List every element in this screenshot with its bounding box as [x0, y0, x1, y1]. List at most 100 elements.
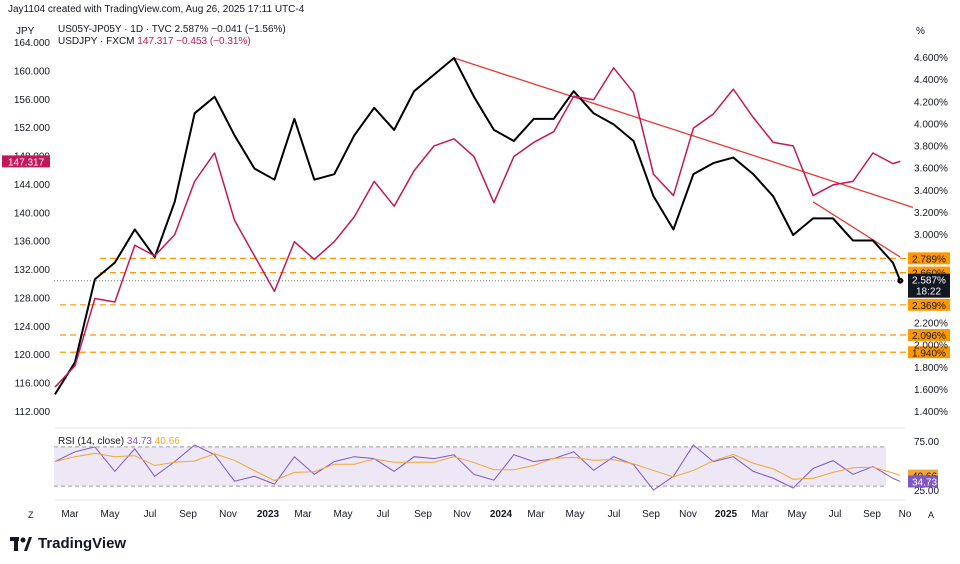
left-tick-label: 120.000	[14, 350, 51, 361]
rsi-band	[54, 446, 886, 487]
time-axis[interactable]: Mar May Jul Sep Nov 2023 Mar May Jul Sep Nov 2024 Ma…	[61, 509, 911, 520]
right-tick-label: 2.000%	[914, 341, 948, 352]
legend-spread[interactable]: US05Y-JP05Y · 1D · TVC 2.587% −0.041 (−1…	[58, 24, 286, 35]
right-tick-label: 1.600%	[914, 385, 948, 396]
rsi-badge	[908, 475, 938, 488]
time-tick-label: Jul	[144, 509, 157, 520]
time-tick-label: Mar	[751, 509, 769, 520]
right-tick-label: 4.400%	[914, 75, 948, 86]
support-badge	[908, 298, 950, 311]
right-tick-label: 4.000%	[914, 119, 948, 130]
right-tick-label: 1.400%	[914, 407, 948, 418]
time-tick-label: Sep	[642, 509, 660, 520]
trend-lines	[453, 57, 914, 258]
time-tick-label: Nov	[219, 509, 237, 520]
legend-usdjpy-symbol: USDJPY · FXCM	[58, 36, 135, 47]
support-label: 1.940%	[912, 348, 946, 359]
legend-usdjpy-change: −0.453 (−0.31%)	[176, 36, 251, 47]
rsi-ma-line	[54, 452, 901, 482]
legend-usdjpy[interactable]: USDJPY · FXCM 147.317 −0.453 (−0.31%)	[58, 36, 251, 47]
support-badge	[908, 346, 950, 359]
legend-spread-change: −0.041 (−1.56%)	[211, 24, 286, 35]
rsi-legend[interactable]: RSI (14, close) 34.73 40.66	[58, 436, 180, 447]
left-tick-label: 144.000	[14, 180, 51, 191]
zoom-reset-button[interactable]: Z	[28, 510, 34, 520]
auto-scale-button[interactable]: A	[928, 510, 935, 520]
right-tick-label: 3.200%	[914, 208, 948, 219]
spread-price-badge	[908, 273, 950, 298]
left-tick-label: 164.000	[14, 38, 51, 49]
left-tick-label: 132.000	[14, 265, 51, 276]
time-tick-label: May	[334, 509, 353, 520]
legend-spread-symbol: US05Y-JP05Y · 1D · TVC	[58, 24, 172, 35]
right-tick-label: 3.400%	[914, 186, 948, 197]
rsi-legend-ma: 40.66	[154, 436, 180, 447]
time-tick-label: Mar	[294, 509, 312, 520]
rsi-tick-label: 75.00	[914, 437, 939, 448]
left-tick-label: 128.000	[14, 293, 51, 304]
usdjpy-price-badge-text: 147.317	[8, 157, 45, 168]
left-axis-unit: JPY	[16, 26, 35, 37]
time-tick-label: 2024	[490, 509, 513, 520]
right-tick-label: 1.800%	[914, 363, 948, 374]
rsi-tick-label: 25.00	[914, 486, 939, 497]
left-tick-label: 112.000	[15, 407, 51, 418]
chart-credit: Jay1104 created with TradingView.com, Au…	[8, 4, 305, 15]
right-tick-label: 4.600%	[914, 53, 948, 64]
right-tick-label: 3.600%	[914, 164, 948, 175]
time-tick-label: Nov	[453, 509, 471, 520]
left-tick-label: 152.000	[14, 123, 51, 134]
support-levels: 2.789%2.660%2.369%2.096%1.940%	[60, 252, 950, 359]
trend-line	[812, 201, 901, 258]
time-tick-label: 2025	[715, 509, 738, 520]
support-badge	[908, 252, 950, 265]
time-tick-label: May	[566, 509, 585, 520]
time-tick-label: Jul	[608, 509, 621, 520]
spread-line	[54, 57, 902, 395]
left-tick-label: 160.000	[14, 66, 51, 77]
right-tick-label: 3.800%	[914, 142, 948, 153]
left-tick-label: 124.000	[14, 322, 51, 333]
time-tick-label: Mar	[61, 509, 79, 520]
grid-lines	[54, 427, 906, 501]
left-tick-label: 116.000	[15, 379, 51, 390]
tradingview-logo-text: TradingView	[38, 535, 127, 552]
time-tick-label: No	[899, 509, 912, 520]
rsi-line	[54, 444, 901, 491]
price-series	[54, 57, 906, 395]
right-tick-label: 4.200%	[914, 97, 948, 108]
legend-usdjpy-value: 147.317	[137, 36, 174, 47]
tradingview-logo: TradingView	[10, 535, 126, 552]
time-tick-label: Nov	[679, 509, 697, 520]
time-tick-label: Jul	[829, 509, 842, 520]
left-tick-label: 140.000	[14, 208, 51, 219]
support-badge	[908, 329, 950, 342]
time-tick-label: Jul	[377, 509, 390, 520]
rsi-badge-text: 34.73	[912, 477, 937, 488]
time-tick-label: May	[101, 509, 120, 520]
right-axis-unit: %	[916, 26, 925, 37]
right-tick-label: 2.200%	[914, 319, 948, 330]
support-label: 2.096%	[912, 331, 946, 342]
support-label: 2.369%	[912, 301, 946, 312]
support-label: 2.789%	[912, 254, 946, 265]
rsi-legend-value: 34.73	[126, 436, 152, 447]
rsi-legend-label: RSI (14, close)	[58, 436, 125, 447]
price-badges: 147.317 2.587%18:22	[2, 155, 950, 298]
usdjpy-price-badge	[2, 155, 50, 168]
countdown-badge-text: 18:22	[916, 287, 941, 298]
time-tick-label: Sep	[179, 509, 197, 520]
time-tick-label: Sep	[863, 509, 881, 520]
trend-line	[453, 57, 914, 208]
left-tick-label: 136.000	[14, 237, 51, 248]
usdjpy-line	[54, 67, 901, 388]
left-tick-label: 156.000	[14, 95, 51, 106]
spread-price-badge-text: 2.587%	[912, 276, 946, 287]
time-tick-label: Mar	[527, 509, 545, 520]
right-axis[interactable]: 4.600% 4.400% 4.200% 4.000% 3.800% 3.600% 3.40…	[914, 53, 948, 418]
legend-spread-value: 2.587%	[174, 24, 209, 35]
right-tick-label: 3.000%	[914, 230, 948, 241]
time-tick-label: Sep	[414, 509, 432, 520]
